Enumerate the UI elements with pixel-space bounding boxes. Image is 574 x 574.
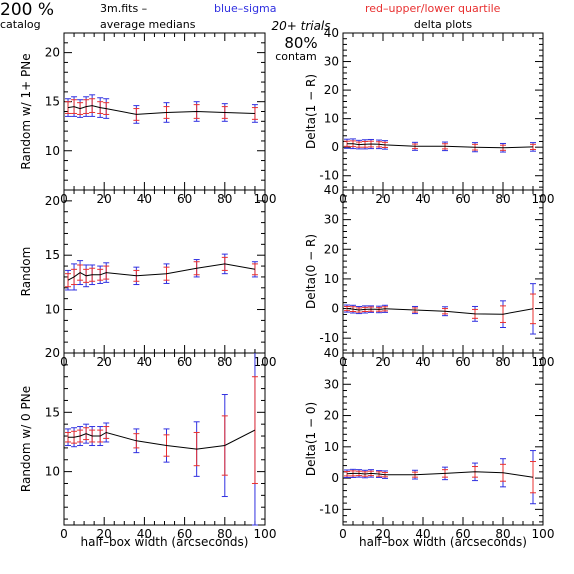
x-axis-label: half–box width (arcseconds) (81, 535, 249, 549)
x-tick-label: 40 (415, 355, 430, 369)
y-tick-label: 10 (45, 303, 60, 317)
y-tick-label: 10 (324, 272, 339, 286)
header-average-medians: average medians (100, 18, 196, 31)
y-axis-label: Delta(1 − 0) (304, 402, 318, 476)
x-tick-label: 0 (339, 527, 347, 541)
x-tick-label: 20 (375, 527, 390, 541)
median-line (67, 263, 255, 281)
y-tick-label: 10 (324, 440, 339, 454)
x-tick-label: 80 (495, 355, 510, 369)
y-axis-label: Random w/ 1+ PNe (19, 53, 33, 169)
x-tick-label: 60 (455, 355, 470, 369)
plot-frame (342, 352, 544, 526)
y-tick-label: 40 (324, 183, 339, 197)
x-tick-label: 60 (455, 527, 470, 541)
x-tick-label: 80 (217, 192, 232, 206)
header-catalog: catalog (0, 18, 41, 31)
y-tick-label: 40 (324, 26, 339, 40)
y-tick-label: 10 (45, 465, 60, 479)
median-line (67, 105, 255, 115)
plot-frame (342, 32, 544, 191)
x-axis-label: half–box width (arcseconds) (359, 535, 527, 549)
y-tick-label: 10 (324, 112, 339, 126)
header-delta-plots: delta plots (414, 18, 472, 31)
x-tick-label: 40 (137, 527, 152, 541)
x-tick-label: 100 (254, 527, 277, 541)
plot-frame (63, 32, 266, 191)
y-tick-label: 20 (45, 346, 60, 360)
header-fits: 3m.fits – (100, 2, 147, 15)
legend-blue-sigma: blue–sigma (214, 2, 277, 15)
x-tick-label: 20 (97, 192, 112, 206)
y-tick-label: -10 (319, 169, 339, 183)
x-tick-label: 40 (415, 192, 430, 206)
x-tick-label: 80 (217, 355, 232, 369)
y-tick-label: 15 (45, 405, 60, 419)
x-tick-label: 40 (137, 355, 152, 369)
y-tick-label: 15 (45, 248, 60, 262)
y-tick-label: -10 (319, 331, 339, 345)
header-contam-value: 80% (284, 34, 317, 52)
y-tick-label: 20 (45, 46, 60, 60)
plot-frame (342, 189, 544, 354)
median-line (347, 143, 534, 149)
y-tick-label: -10 (319, 502, 339, 516)
y-tick-label: 30 (324, 55, 339, 69)
header-trials: 20+ trials (271, 19, 330, 33)
x-tick-label: 80 (217, 527, 232, 541)
header-contam-label: contam (275, 50, 317, 63)
y-tick-label: 30 (324, 377, 339, 391)
x-tick-label: 20 (375, 355, 390, 369)
x-tick-label: 60 (177, 355, 192, 369)
header-percent: 200 % (0, 0, 54, 20)
x-tick-label: 40 (415, 527, 430, 541)
x-tick-label: 0 (60, 527, 68, 541)
y-tick-label: 10 (45, 144, 60, 158)
x-tick-label: 80 (495, 527, 510, 541)
x-tick-label: 80 (495, 192, 510, 206)
y-tick-label: 20 (45, 194, 60, 208)
legend-red-quartile: red–upper/lower quartile (365, 2, 501, 15)
x-tick-label: 40 (137, 192, 152, 206)
y-axis-label: Random (19, 247, 33, 297)
y-tick-label: 30 (324, 213, 339, 227)
x-tick-label: 20 (97, 527, 112, 541)
y-tick-label: 15 (45, 95, 60, 109)
y-axis-label: Random w/ 0 PNe (19, 386, 33, 492)
x-tick-label: 60 (177, 527, 192, 541)
median-line (346, 308, 534, 315)
y-tick-label: 0 (331, 471, 339, 485)
x-tick-label: 100 (532, 527, 555, 541)
x-tick-label: 60 (455, 192, 470, 206)
median-line (346, 471, 534, 478)
y-tick-label: 0 (331, 302, 339, 316)
plot-frame (63, 352, 266, 526)
y-axis-label: Delta(0 − R) (304, 234, 318, 309)
plot-frame (63, 189, 266, 354)
panel-left-3: 0 20 40 60 80 100 10 15 20 Random w/ 0 PNe half–bo… (19, 346, 276, 549)
x-tick-label: 20 (375, 192, 390, 206)
x-tick-label: 60 (177, 192, 192, 206)
y-tick-label: 20 (324, 242, 339, 256)
y-tick-label: 40 (324, 346, 339, 360)
y-tick-label: 0 (331, 140, 339, 154)
y-axis-label: Delta(1 − R) (304, 74, 318, 149)
median-line (68, 429, 256, 450)
y-tick-label: 20 (324, 409, 339, 423)
x-tick-label: 20 (97, 355, 112, 369)
y-tick-label: 20 (324, 83, 339, 97)
